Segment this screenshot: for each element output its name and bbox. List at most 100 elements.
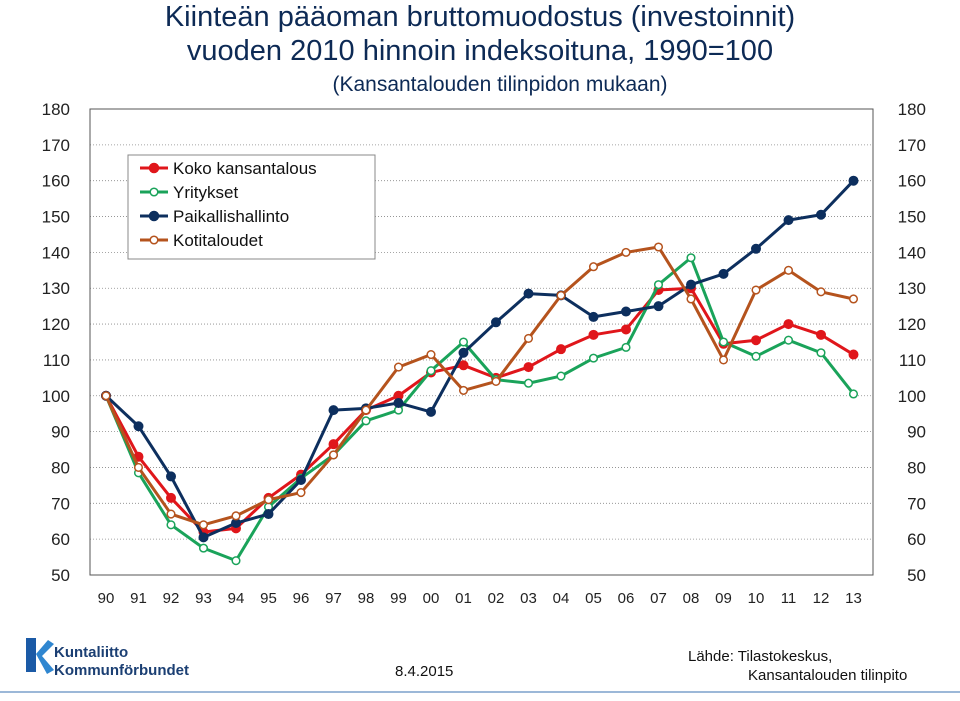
bottom-divider bbox=[0, 691, 960, 693]
data-point bbox=[588, 329, 599, 340]
data-point bbox=[426, 366, 436, 376]
data-point bbox=[783, 265, 794, 275]
y-tick-label-left: 90 bbox=[51, 423, 70, 442]
legend-swatch-marker bbox=[148, 210, 160, 222]
legend-label: Yritykset bbox=[173, 183, 238, 202]
data-point bbox=[458, 347, 469, 358]
y-tick-label-right: 170 bbox=[898, 136, 926, 155]
data-point bbox=[816, 329, 826, 340]
x-tick-label: 91 bbox=[130, 590, 147, 607]
data-point bbox=[458, 337, 469, 347]
data-point bbox=[361, 416, 371, 426]
y-tick-label-left: 110 bbox=[43, 351, 70, 370]
series-line bbox=[104, 256, 855, 563]
data-point bbox=[718, 355, 729, 365]
chart-title-line2: vuoden 2010 hinnoin indeksoituna, 1990=1… bbox=[186, 35, 774, 67]
data-point bbox=[556, 371, 566, 381]
data-point bbox=[328, 405, 339, 416]
x-tick-label: 90 bbox=[98, 590, 115, 607]
data-point bbox=[101, 391, 111, 401]
x-tick-label: 11 bbox=[781, 590, 797, 607]
x-tick-label: 07 bbox=[650, 590, 667, 607]
y-tick-label-left: 70 bbox=[51, 494, 70, 513]
y-axis-left: 50 60 70 80 90 100 110 120 130 140 150 160 170 180 bbox=[42, 100, 70, 585]
legend-label: Koko kansantalous bbox=[173, 159, 317, 178]
data-point bbox=[556, 344, 566, 355]
legend-swatch-marker bbox=[149, 187, 159, 197]
x-tick-label: 12 bbox=[813, 590, 830, 607]
legend-swatch-marker bbox=[148, 162, 160, 174]
x-tick-label: 13 bbox=[845, 590, 862, 607]
y-tick-label-right: 150 bbox=[898, 208, 926, 227]
x-tick-label: 98 bbox=[358, 590, 375, 607]
data-point bbox=[523, 333, 534, 343]
data-point bbox=[621, 342, 631, 352]
series-line bbox=[104, 179, 855, 539]
data-point bbox=[198, 543, 209, 553]
x-tick-label: 96 bbox=[293, 590, 310, 607]
data-point bbox=[848, 175, 859, 186]
chart-subtitle: (Kansantalouden tilinpidon mukaan) bbox=[332, 73, 668, 96]
logo-text-swedish: Kommunförbundet bbox=[54, 662, 189, 679]
data-point bbox=[523, 378, 534, 388]
legend: Koko kansantalous Yritykset Paikallishalli… bbox=[127, 154, 376, 260]
series-group bbox=[101, 175, 859, 566]
data-point bbox=[653, 301, 664, 312]
data-point bbox=[426, 406, 436, 417]
x-tick-label: 03 bbox=[520, 590, 537, 607]
x-tick-label: 92 bbox=[163, 590, 180, 607]
x-tick-label: 99 bbox=[390, 590, 407, 607]
source-line1: Lähde: Tilastokeskus, bbox=[688, 648, 833, 665]
data-point bbox=[783, 319, 794, 330]
data-point bbox=[686, 294, 696, 304]
data-point bbox=[621, 247, 631, 257]
data-point bbox=[491, 376, 501, 386]
x-tick-label: 10 bbox=[748, 590, 765, 607]
data-point bbox=[361, 405, 371, 415]
data-point bbox=[133, 462, 144, 473]
x-tick-label: 93 bbox=[195, 590, 212, 607]
x-tick-label: 09 bbox=[715, 590, 732, 607]
y-tick-label-right: 70 bbox=[907, 494, 926, 513]
y-tick-label-left: 170 bbox=[42, 136, 70, 155]
data-point bbox=[166, 492, 176, 503]
data-point bbox=[588, 262, 599, 272]
data-point bbox=[328, 450, 339, 460]
y-tick-label-right: 160 bbox=[898, 172, 926, 191]
series-1 bbox=[101, 253, 859, 566]
data-point bbox=[751, 243, 761, 254]
data-point bbox=[523, 288, 534, 299]
data-point bbox=[556, 290, 566, 300]
x-tick-label: 05 bbox=[585, 590, 602, 607]
data-point bbox=[296, 488, 306, 498]
y-tick-label-right: 110 bbox=[899, 351, 926, 370]
x-tick-label: 08 bbox=[683, 590, 700, 607]
data-point bbox=[848, 294, 859, 304]
y-tick-label-right: 180 bbox=[898, 100, 926, 119]
y-tick-label-left: 80 bbox=[51, 458, 70, 477]
y-tick-label-left: 120 bbox=[42, 315, 70, 334]
series-3 bbox=[101, 242, 859, 530]
data-point bbox=[523, 362, 534, 373]
data-point bbox=[751, 351, 761, 361]
legend-swatch-marker bbox=[149, 235, 159, 245]
data-point bbox=[231, 511, 241, 521]
legend-box bbox=[127, 154, 376, 260]
y-tick-label-left: 140 bbox=[42, 243, 70, 262]
data-point bbox=[458, 360, 469, 371]
legend-label: Kotitaloudet bbox=[173, 231, 263, 250]
kuntaliitto-logo-icon bbox=[26, 638, 54, 674]
data-point bbox=[848, 389, 859, 399]
data-point bbox=[133, 421, 144, 432]
data-point bbox=[718, 337, 729, 347]
data-point bbox=[783, 215, 794, 226]
x-tick-label: 97 bbox=[325, 590, 342, 607]
y-tick-label-right: 120 bbox=[898, 315, 926, 334]
data-point bbox=[816, 209, 826, 220]
data-point bbox=[848, 349, 859, 360]
data-point bbox=[231, 556, 241, 566]
data-point bbox=[686, 279, 696, 290]
source-line2: Kansantalouden tilinpito bbox=[748, 667, 908, 684]
data-point bbox=[166, 471, 176, 482]
data-point bbox=[816, 348, 826, 358]
